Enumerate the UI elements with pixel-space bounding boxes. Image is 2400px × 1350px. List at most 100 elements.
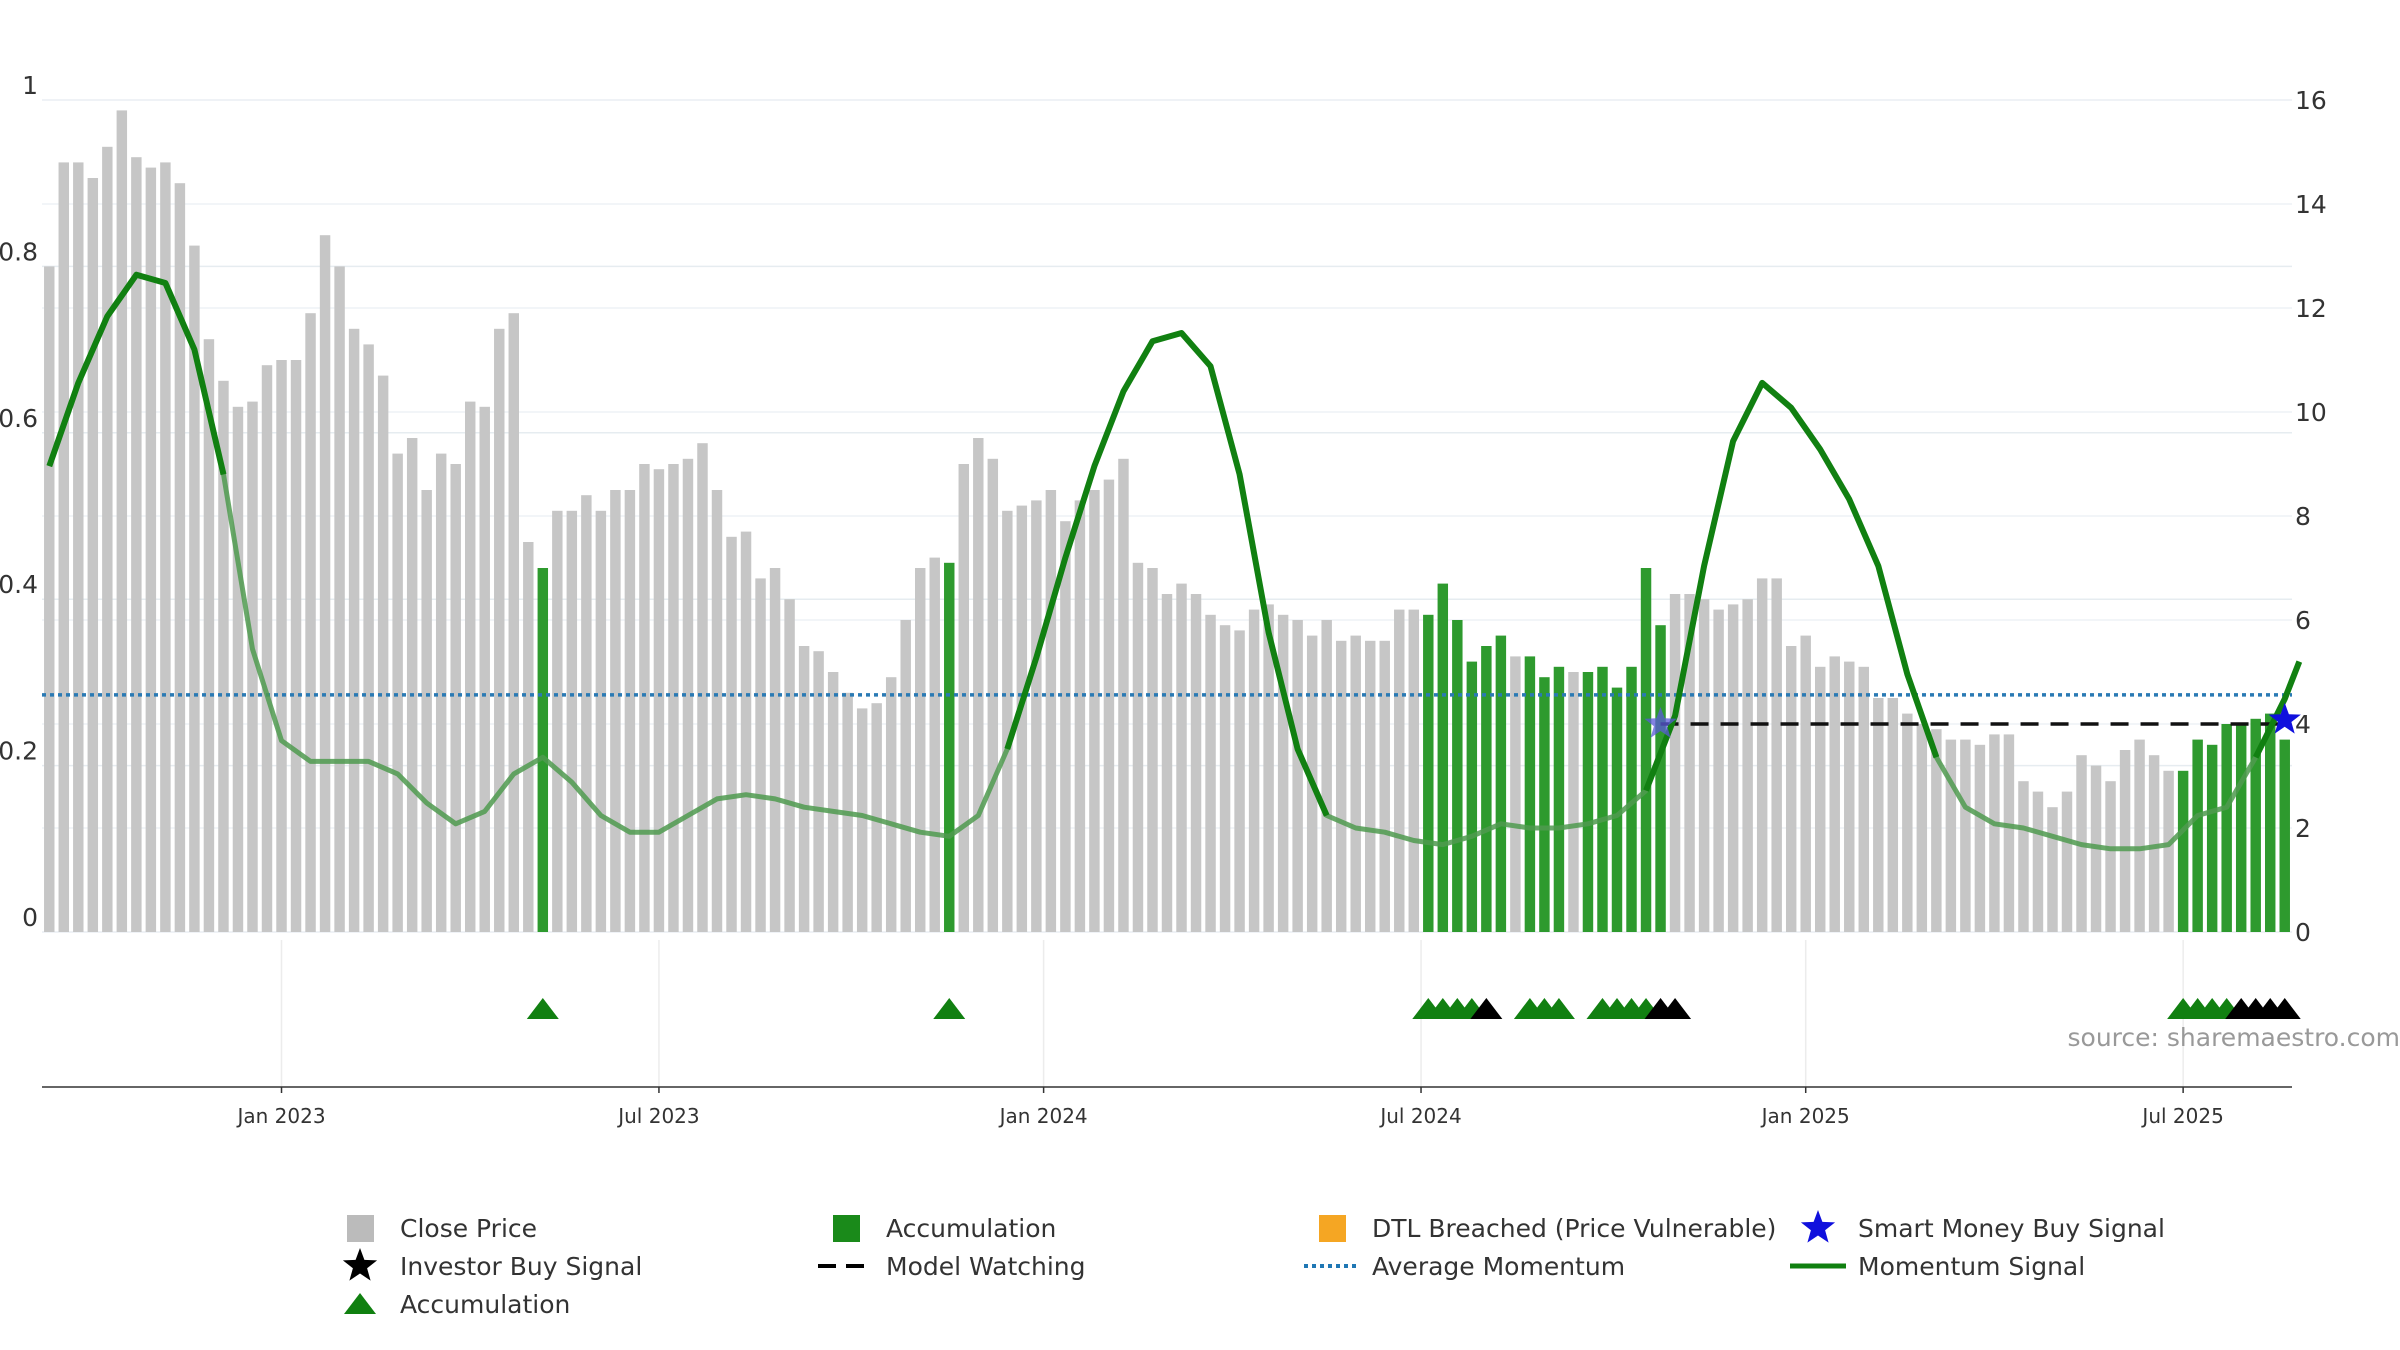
- close-price-bar: [1002, 510, 1013, 932]
- investor-buy-marker: [1659, 998, 1692, 1019]
- close-price-bar: [1510, 656, 1521, 932]
- right-tick-label: 6: [2295, 606, 2311, 635]
- close-price-bar: [929, 557, 940, 932]
- black-dash-icon: [816, 1248, 876, 1284]
- green-square-icon: [816, 1210, 876, 1246]
- close-price-bar: [639, 464, 650, 932]
- close-price-bar: [769, 568, 781, 932]
- close-price-bar: [334, 266, 345, 932]
- close-price-bar: [595, 510, 607, 932]
- legend-label: Accumulation: [886, 1213, 1057, 1243]
- close-price-bar: [1873, 698, 1884, 932]
- close-price-bar: [726, 536, 737, 932]
- close-price-bar: [1321, 620, 1332, 932]
- close-price-bar: [348, 328, 360, 932]
- close-price-bar: [1365, 640, 1376, 932]
- close-price-bar: [421, 490, 432, 932]
- accumulation-triangle: [526, 998, 559, 1019]
- close-price-bar: [102, 146, 113, 933]
- right-tick-label: 8: [2295, 502, 2311, 531]
- close-price-bar: [1147, 568, 1158, 932]
- close-price-bar: [2032, 791, 2044, 932]
- close-price-bar: [218, 380, 229, 932]
- accumulation-bar: [1626, 666, 1637, 932]
- close-price-bar: [363, 344, 374, 932]
- close-price-bar: [2134, 739, 2145, 932]
- right-tick-label: 12: [2295, 294, 2327, 323]
- close-price-bar: [2047, 807, 2058, 932]
- close-price-bar: [392, 453, 403, 932]
- legend-label: DTL Breached (Price Vulnerable): [1372, 1213, 1777, 1243]
- close-price-bar: [958, 464, 969, 932]
- close-price-bar: [1771, 578, 1782, 932]
- close-price-bar: [1205, 614, 1216, 932]
- close-price-bar: [1132, 562, 1144, 932]
- close-price-bar: [1335, 640, 1347, 932]
- accumulation-triangle: [1542, 998, 1575, 1019]
- close-price-bar: [1785, 646, 1797, 932]
- green-line-icon: [1788, 1248, 1848, 1284]
- close-price-bar: [305, 313, 316, 932]
- close-price-bar: [174, 183, 186, 932]
- close-price-bar: [798, 646, 810, 932]
- left-tick-label: 0: [22, 903, 38, 932]
- close-price-bar: [276, 360, 287, 932]
- x-tick-label: Jan 2023: [235, 1104, 325, 1128]
- accumulation-bar: [1466, 661, 1478, 932]
- close-price-bar: [1698, 599, 1710, 932]
- close-price-bar: [494, 328, 505, 932]
- accumulation-bar: [537, 568, 549, 932]
- close-price-bar: [44, 266, 55, 932]
- right-tick-label: 10: [2295, 398, 2327, 427]
- close-price-bar: [1684, 594, 1695, 932]
- accumulation-triangle: [933, 998, 966, 1019]
- close-price-bar: [1974, 744, 1986, 932]
- right-tick-label: 2: [2295, 814, 2311, 843]
- signal-markers: [526, 998, 2301, 1019]
- accumulation-bar: [2250, 718, 2261, 932]
- close-price-bar: [261, 365, 273, 932]
- black-star-icon: [330, 1248, 390, 1284]
- legend-label: Close Price: [400, 1213, 538, 1243]
- close-price-bar: [87, 178, 99, 932]
- legend-label: Investor Buy Signal: [400, 1251, 643, 1281]
- close-price-bar: [566, 510, 578, 932]
- x-tick-label: Jan 2024: [998, 1104, 1088, 1128]
- close-price-bars: [44, 110, 2174, 933]
- accumulation-bar: [1553, 666, 1565, 932]
- close-price-bar: [1887, 698, 1899, 932]
- close-price-bar: [319, 235, 331, 932]
- close-price-bar: [145, 167, 157, 933]
- close-price-bar: [58, 162, 69, 932]
- close-price-bar: [1031, 500, 1042, 932]
- close-price-bar: [697, 443, 708, 932]
- close-price-bar: [465, 401, 476, 933]
- close-price-bar: [1713, 609, 1724, 932]
- close-price-bar: [479, 406, 490, 932]
- x-tick-label: Jul 2024: [1378, 1104, 1461, 1128]
- close-price-bar: [523, 542, 534, 932]
- legend-item: Smart Money Buy Signal: [1788, 1210, 2165, 1246]
- legend-label: Model Watching: [886, 1251, 1086, 1281]
- close-price-bar: [581, 495, 592, 932]
- accumulation-bar: [2206, 744, 2218, 932]
- close-price-bar: [2105, 781, 2116, 932]
- blue-dots-icon: [1302, 1248, 1362, 1284]
- legend-item: Accumulation: [330, 1286, 570, 1322]
- close-price-bar: [1161, 594, 1173, 932]
- gray-square-icon: [330, 1210, 390, 1246]
- close-price-bar: [189, 245, 200, 933]
- close-price-bar: [682, 458, 694, 932]
- left-tick-label: 0.6: [0, 404, 38, 433]
- smart-money-stars: [1644, 702, 2301, 738]
- left-tick-label: 0.2: [0, 737, 38, 766]
- accumulation-bars: [537, 562, 2290, 932]
- legend-item: Average Momentum: [1302, 1248, 1625, 1284]
- accumulation-bar: [1495, 635, 1507, 932]
- close-price-bar: [740, 531, 752, 932]
- smart-money-buy-star: [2268, 702, 2301, 734]
- accumulation-bar: [1437, 583, 1449, 932]
- close-price-bar: [1989, 734, 2000, 932]
- close-price-bar: [2061, 791, 2073, 932]
